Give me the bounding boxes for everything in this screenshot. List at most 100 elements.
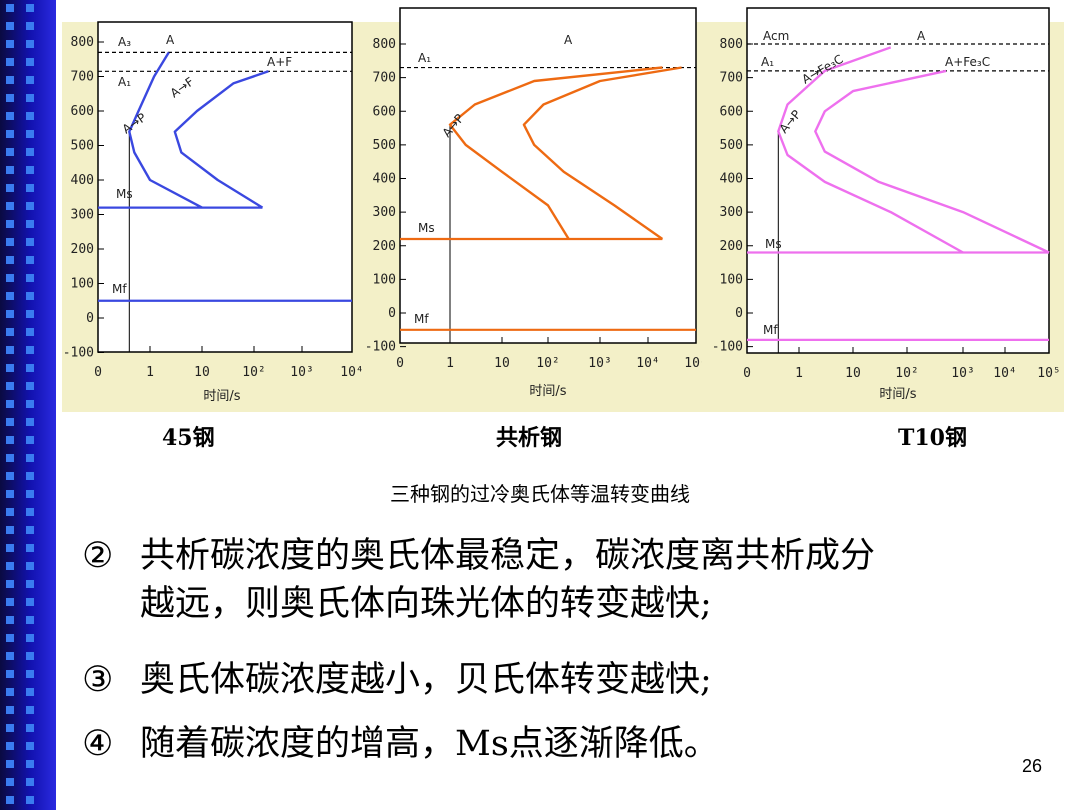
y-tick-label: 200 (373, 239, 396, 254)
ann-A1: A₁ (418, 51, 431, 65)
bullet-text: 奥氏体碳浓度越小，贝氏体转变越快; (140, 660, 712, 700)
x-axis-label: 时间/s (529, 384, 566, 399)
sidebar-square (6, 634, 14, 642)
x-tick-label: 10² (895, 366, 918, 381)
y-tick-label: 800 (373, 37, 396, 52)
sidebar-square (6, 490, 14, 498)
x-tick-label: 10 (194, 365, 210, 380)
ann-A-plus-Fe3C: A+Fe₃C (945, 55, 990, 69)
ann-Acm: Acm (763, 29, 789, 43)
x-tick-label: 1 (795, 366, 803, 381)
x-tick-label: 10⁵ (684, 356, 702, 371)
sidebar-square (6, 346, 14, 354)
sidebar-square (6, 436, 14, 444)
sidebar-square (26, 112, 34, 120)
sidebar-square (26, 364, 34, 372)
sidebar-square (26, 328, 34, 336)
start-curve (448, 66, 663, 240)
x-tick-label: 1 (446, 356, 454, 371)
sidebar-square (26, 292, 34, 300)
start-curve (777, 46, 964, 254)
ann-Ms: Ms (418, 221, 435, 235)
sidebar-square (26, 436, 34, 444)
x-tick-label: 1 (146, 365, 154, 380)
x-tick-label: 10 (845, 366, 861, 381)
sidebar-square (6, 220, 14, 228)
bullet-4: ④ 随着碳浓度的增高，Ms点逐渐降低。 (82, 720, 719, 768)
x-tick-label: 10² (242, 365, 265, 380)
ann-A3: A₃ (118, 35, 131, 49)
y-tick-label: 0 (388, 306, 396, 321)
sidebar-square (26, 472, 34, 480)
sidebar-square (26, 724, 34, 732)
sidebar-square (26, 526, 34, 534)
bullet-text-line-2: 越远，则奥氏体向珠光体的转变越快; (140, 584, 712, 624)
plot-frame (746, 7, 1050, 354)
sidebar-square (26, 544, 34, 552)
y-tick-label: 300 (720, 205, 743, 220)
sidebar-square (26, 22, 34, 30)
sidebar-square (26, 274, 34, 282)
sidebar-square (26, 220, 34, 228)
sidebar-square (6, 76, 14, 84)
y-tick-label: 500 (373, 138, 396, 153)
x-tick-label: 10² (536, 356, 559, 371)
y-tick-label: 600 (720, 104, 743, 119)
sidebar-square (6, 256, 14, 264)
x-tick-label: 10⁴ (636, 356, 659, 371)
y-tick-label: 500 (71, 139, 94, 154)
sidebar-square (26, 760, 34, 768)
sidebar-square (6, 706, 14, 714)
x-tick-label: 0 (396, 356, 404, 371)
bullet-3: ③ 奥氏体碳浓度越小，贝氏体转变越快; (82, 656, 712, 704)
ann-Mf: Mf (112, 282, 127, 296)
sidebar-square (6, 364, 14, 372)
sidebar-square (6, 688, 14, 696)
y-tick-label: 700 (373, 71, 396, 86)
sidebar-square (26, 778, 34, 786)
sidebar-square (26, 418, 34, 426)
sidebar-square (6, 742, 14, 750)
sidebar-square (26, 256, 34, 264)
sidebar-square (26, 130, 34, 138)
bullet-number: ④ (82, 724, 114, 764)
sidebar-square (26, 310, 34, 318)
sidebar-square (26, 382, 34, 390)
sidebar-square (6, 130, 14, 138)
finish-curve (173, 70, 269, 209)
y-tick-label: -100 (712, 340, 743, 355)
sidebar-square (26, 580, 34, 588)
sidebar-square (26, 670, 34, 678)
y-tick-label: 700 (720, 71, 743, 86)
y-tick-label: -100 (365, 340, 396, 355)
y-tick-label: -100 (63, 346, 94, 361)
x-tick-label: 10³ (951, 366, 974, 381)
y-tick-label: 600 (373, 104, 396, 119)
sidebar-square (6, 598, 14, 606)
sidebar-square (6, 202, 14, 210)
ann-Mf: Mf (414, 312, 429, 326)
sidebar-square (6, 4, 14, 12)
sidebar-square (26, 490, 34, 498)
sidebar-square (26, 94, 34, 102)
label-T10-steel: T10钢 (898, 425, 967, 451)
sidebar-square (26, 652, 34, 660)
sidebar-square (6, 616, 14, 624)
ann-Mf: Mf (763, 323, 778, 337)
y-tick-label: 100 (71, 277, 94, 292)
y-tick-label: 500 (720, 138, 743, 153)
sidebar-square (6, 526, 14, 534)
sidebar-square (6, 652, 14, 660)
sidebar-square (6, 580, 14, 588)
sidebar-square (6, 40, 14, 48)
y-tick-label: 600 (71, 104, 94, 119)
sidebar-square (26, 706, 34, 714)
bullet-number: ② (82, 536, 114, 576)
sidebar-square (6, 796, 14, 804)
plot-frame (399, 7, 697, 344)
sidebar-square (26, 400, 34, 408)
y-tick-label: 200 (71, 242, 94, 257)
sidebar-square (6, 508, 14, 516)
